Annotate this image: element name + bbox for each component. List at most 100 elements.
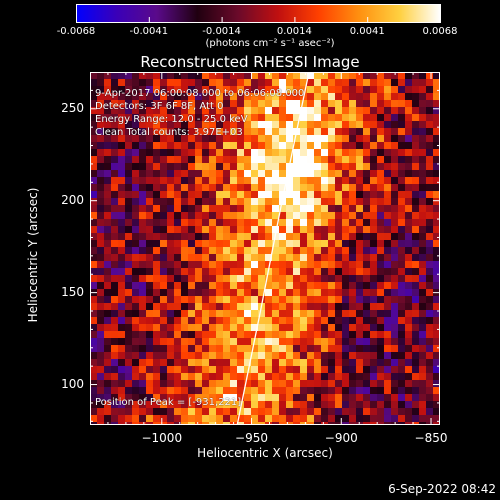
heatmap-cell [419, 156, 427, 164]
heatmap-cell [90, 156, 98, 164]
heatmap-cell [258, 72, 266, 80]
heatmap-cell [391, 240, 399, 248]
heatmap-cell [265, 345, 273, 353]
heatmap-cell [195, 324, 203, 332]
heatmap-cell [146, 387, 154, 395]
heatmap-cell [188, 93, 196, 101]
heatmap-cell [111, 72, 119, 80]
heatmap-cell [230, 233, 238, 241]
heatmap-cell [321, 163, 329, 171]
heatmap-cell [139, 324, 147, 332]
heatmap-cell [335, 338, 343, 346]
heatmap-cell [195, 100, 203, 108]
heatmap-cell [230, 247, 238, 255]
heatmap-cell [188, 254, 196, 262]
heatmap-cell [335, 240, 343, 248]
heatmap-cell [433, 338, 440, 346]
heatmap-cell [209, 247, 217, 255]
heatmap-cell [300, 247, 308, 255]
heatmap-cell [349, 100, 357, 108]
heatmap-cell [132, 352, 140, 360]
heatmap-cell [293, 352, 301, 360]
heatmap-cell [230, 198, 238, 206]
heatmap-cell [377, 128, 385, 136]
heatmap-cell [370, 408, 378, 416]
heatmap-cell [167, 247, 175, 255]
plot-frame [90, 72, 440, 425]
heatmap-cell [174, 219, 182, 227]
heatmap-cell [90, 128, 98, 136]
heatmap-cell [139, 107, 147, 115]
heatmap-cell [153, 247, 161, 255]
heatmap-cell [230, 135, 238, 143]
heatmap-cell [412, 359, 420, 367]
heatmap-cell [118, 163, 126, 171]
heatmap-cell [188, 366, 196, 374]
heatmap-cell [146, 170, 154, 178]
heatmap-cell [125, 296, 133, 304]
heatmap-cell [174, 373, 182, 381]
heatmap-cell [328, 373, 336, 381]
heatmap-cell [209, 331, 217, 339]
heatmap-cell [342, 387, 350, 395]
heatmap-cell [153, 93, 161, 101]
heatmap-cell [139, 275, 147, 283]
heatmap-cell [97, 387, 105, 395]
heatmap-cell [328, 240, 336, 248]
heatmap-cell [349, 233, 357, 241]
heatmap-cell [104, 324, 112, 332]
heatmap-cell [230, 408, 238, 416]
heatmap-cell [433, 394, 440, 402]
heatmap-cell [356, 394, 364, 402]
heatmap-cell [391, 128, 399, 136]
heatmap-cell [391, 338, 399, 346]
heatmap-cell [223, 79, 231, 87]
heatmap-cell [412, 114, 420, 122]
heatmap-cell [433, 373, 440, 381]
heatmap-cell [356, 373, 364, 381]
heatmap-cell [321, 107, 329, 115]
heatmap-cell [405, 226, 413, 234]
heatmap-cell [195, 170, 203, 178]
heatmap-cell [335, 373, 343, 381]
heatmap-cell [391, 317, 399, 325]
heatmap-cell [279, 373, 287, 381]
heatmap-cell [265, 198, 273, 206]
heatmap-cell [377, 296, 385, 304]
heatmap-cell [146, 310, 154, 318]
heatmap-cell [216, 303, 224, 311]
heatmap-cell [223, 352, 231, 360]
heatmap-cell [111, 282, 119, 290]
heatmap-cell [398, 219, 406, 227]
heatmap-cell [363, 135, 371, 143]
heatmap-cell [384, 184, 392, 192]
heatmap-cell [230, 177, 238, 185]
heatmap-cell [118, 359, 126, 367]
heatmap-cell [202, 254, 210, 262]
heatmap-cell [146, 324, 154, 332]
heatmap-cell [307, 317, 315, 325]
heatmap-cell [307, 79, 315, 87]
heatmap-cell [223, 149, 231, 157]
heatmap-cell [412, 247, 420, 255]
heatmap-cell [160, 142, 168, 150]
heatmap-cell [307, 303, 315, 311]
heatmap-cell [370, 282, 378, 290]
heatmap-cell [349, 79, 357, 87]
heatmap-cell [342, 198, 350, 206]
heatmap-cell [398, 282, 406, 290]
heatmap-cell [216, 338, 224, 346]
heatmap-cell [314, 121, 322, 129]
heatmap-cell [265, 303, 273, 311]
heatmap-cell [321, 254, 329, 262]
heatmap-cell [335, 387, 343, 395]
heatmap-cell [251, 226, 259, 234]
heatmap-cell [321, 303, 329, 311]
heatmap-cell [356, 149, 364, 157]
heatmap-cell [349, 107, 357, 115]
heatmap-cell [118, 121, 126, 129]
heatmap-cell [307, 226, 315, 234]
heatmap-cell [412, 100, 420, 108]
heatmap-cell [146, 359, 154, 367]
heatmap-cell [146, 303, 154, 311]
